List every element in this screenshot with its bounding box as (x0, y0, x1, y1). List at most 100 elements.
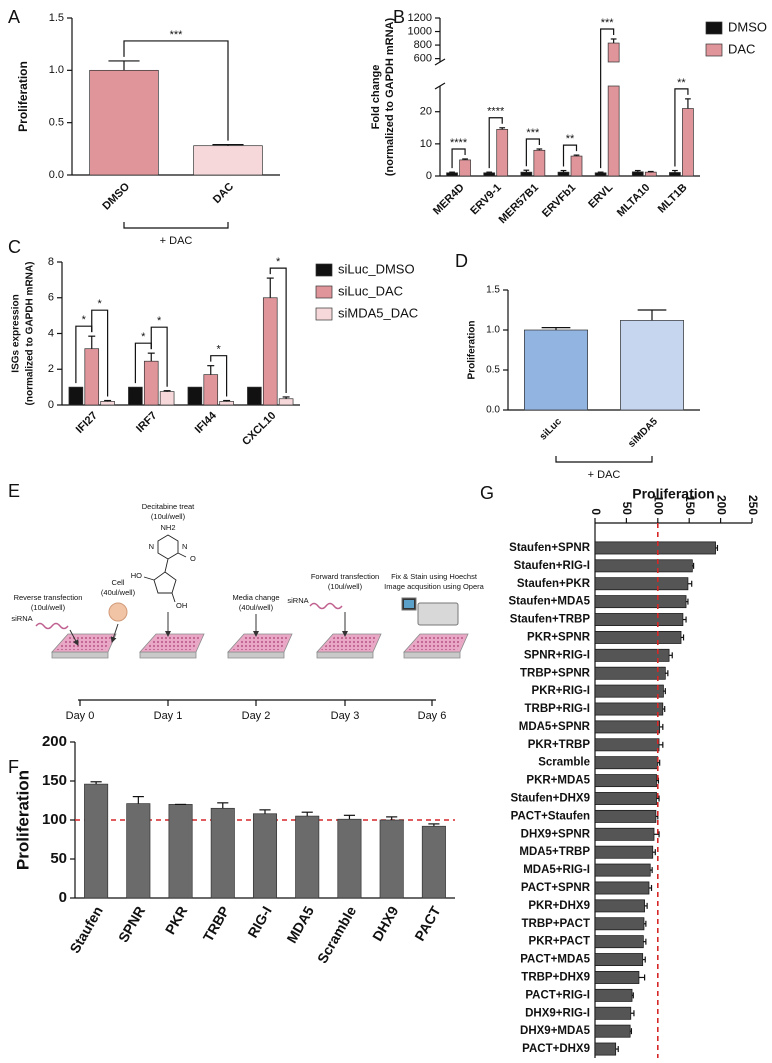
bar (128, 386, 143, 406)
bar (682, 108, 694, 177)
atom-label: NH2 (160, 523, 175, 532)
y-axis-title: ISGs expression (11, 294, 22, 372)
step-title: Fix & Stain using Hoechst (391, 572, 478, 581)
plate-wells (56, 636, 112, 650)
significance-label: ** (566, 133, 575, 145)
significance-label: * (141, 331, 146, 343)
y-tick-label: PKR+PACT (529, 936, 590, 948)
bar (168, 804, 193, 899)
y-tick-label: 0.5 (486, 365, 500, 376)
bar (594, 845, 654, 859)
significance-label: *** (526, 127, 540, 139)
bar (594, 541, 716, 555)
y-tick-label: 0.0 (486, 405, 500, 416)
x-tick-label: ERVFb1 (540, 182, 578, 220)
bar (594, 953, 644, 967)
y-tick-label: SPNR+RIG-I (524, 649, 590, 661)
y-axis-title: Proliferation (467, 321, 478, 380)
day-label: Day 6 (418, 710, 447, 722)
step-title: Decitabine treat (142, 502, 195, 511)
y-tick-label: 0 (48, 399, 54, 411)
step-detail: (40ul/well) (239, 603, 274, 612)
sirna-icon (309, 602, 343, 610)
x-tick-label: siMDA5 (626, 416, 660, 450)
significance-bracket (600, 28, 615, 169)
bar (210, 807, 235, 899)
bar (143, 360, 159, 406)
atom-label: N (149, 542, 154, 551)
bar (126, 803, 151, 899)
legend-swatch (315, 285, 333, 299)
y-tick-label: MDA5+SPNR (519, 721, 591, 733)
workflow-panel: E Decitabine treat (10ul/well) NH2 N N O… (8, 481, 485, 722)
y-tick-label: 0 (426, 170, 432, 182)
x-tick-label: IFI44 (193, 409, 220, 436)
bar (594, 1024, 631, 1038)
step-title: Media change (232, 593, 279, 602)
sirna-icon (35, 622, 69, 630)
y-tick-label: Staufen+SPNR (509, 542, 591, 554)
bar (594, 774, 657, 788)
legend-label: siLuc_DAC (338, 283, 403, 298)
plate-side (139, 651, 197, 659)
significance-label: * (157, 315, 162, 327)
group-bracket (123, 222, 229, 229)
significance-bracket (91, 309, 109, 397)
y-tick-label: 800 (414, 39, 432, 51)
x-tick-label: CXCL10 (240, 410, 278, 448)
bar (594, 738, 660, 752)
bar (252, 813, 278, 899)
sirna-label: siRNA (287, 596, 308, 605)
x-tick-label: ERVL (586, 181, 615, 210)
bar (594, 756, 659, 770)
y-tick-label: 2 (48, 363, 54, 375)
x-tick-label: SPNR (115, 903, 148, 945)
y-tick-label: 50 (50, 850, 67, 867)
bar (570, 155, 583, 177)
panel-label: G (480, 483, 494, 503)
y-tick-label: PKR+SPNR (527, 631, 591, 643)
panel-label: F (8, 757, 19, 777)
y-tick-label: MDA5+TRBP (519, 846, 590, 858)
significance-bracket (210, 355, 228, 397)
bar (594, 666, 666, 680)
bar (594, 577, 689, 591)
y-tick-label: 1.5 (486, 285, 500, 296)
y-tick-label: 1.5 (49, 12, 64, 24)
step-detail: (40ul/well) (101, 588, 136, 597)
bar (524, 329, 588, 411)
group-bracket (555, 456, 653, 463)
legend-swatch (705, 43, 723, 57)
plate-wells (408, 636, 464, 650)
y-tick-label: Staufen+MDA5 (509, 596, 591, 608)
bar (594, 792, 657, 805)
y-tick-label: 0.5 (49, 117, 64, 129)
y-axis-title: (normalized to GAPDH mRNA) (25, 262, 36, 406)
y-tick-label: PKR+RIG-I (532, 685, 590, 697)
bar (496, 129, 509, 177)
y-tick-label: PACT+SPNR (521, 882, 591, 894)
arrow (69, 629, 79, 646)
y-tick-label: 0.0 (49, 169, 64, 181)
x-tick-label: IRF7 (134, 410, 159, 435)
significance-bracket (674, 88, 689, 167)
x-tick-label: RIG-I (244, 903, 275, 940)
bar (594, 935, 644, 949)
y-tick-label: 8 (48, 256, 54, 268)
x-tick-label: DHX9 (369, 903, 402, 944)
bar (262, 297, 278, 406)
x-tick-label: MER57B1 (497, 182, 541, 226)
atom-label: O (190, 554, 196, 563)
bar (89, 69, 159, 176)
x-tick-label: PKR (162, 903, 191, 937)
y-tick-label: 150 (42, 772, 67, 789)
x-tick-label: PACT (411, 903, 444, 943)
x-tick-label: MER4D (431, 182, 467, 218)
x-tick-label: ERV9-1 (468, 182, 504, 218)
panel-label: D (455, 251, 468, 271)
x-tick-label: DAC (211, 181, 236, 206)
y-tick-label: Staufen+RIG-I (514, 560, 590, 572)
y-tick-label: Scramble (538, 757, 590, 769)
bar (644, 171, 657, 177)
bar (594, 1006, 632, 1020)
